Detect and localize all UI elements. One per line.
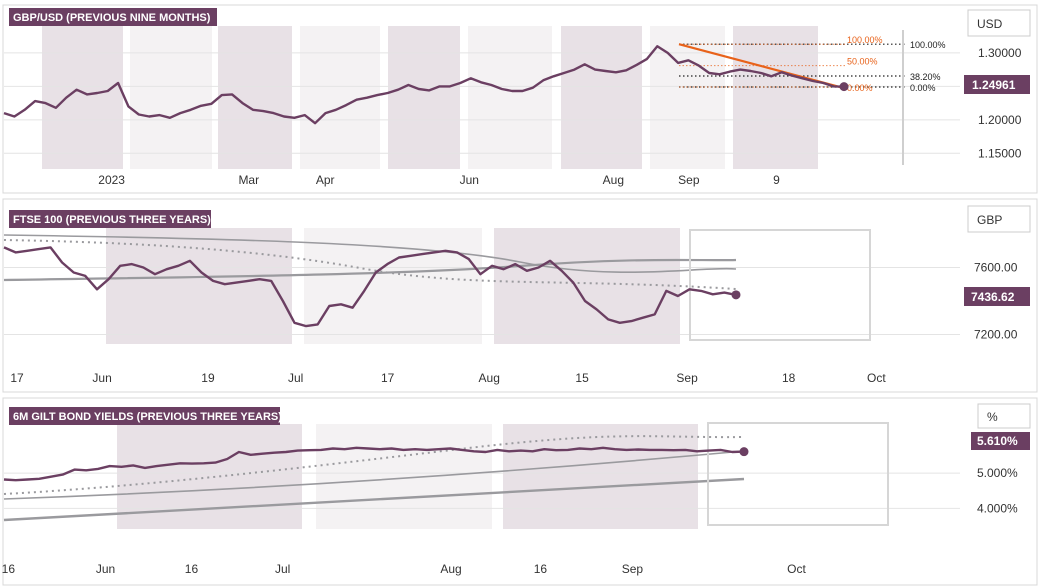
p2-last-point	[731, 290, 741, 300]
p3-shade-band-2	[503, 424, 698, 529]
panel-gilt-unit: %	[987, 410, 998, 424]
panel-ftse-title-tag	[9, 210, 211, 228]
p1-xtick-0: 2023	[98, 173, 125, 187]
p1-xtick-6: 9	[773, 173, 780, 187]
p1-xtick-5: Sep	[678, 173, 700, 187]
panel-ftse-unit: GBP	[977, 213, 1002, 227]
gilt-projection-box	[707, 422, 889, 526]
p2-xtick-7: Sep	[676, 371, 698, 385]
p3-series-line	[3, 446, 745, 482]
p2-xtick-8: 18	[782, 371, 796, 385]
p1-shade-band-5	[468, 26, 552, 169]
p3-xtick-2: 16	[185, 562, 199, 576]
p1-shade-band-2	[218, 26, 292, 169]
p3-last-point	[739, 447, 749, 457]
panel-gilt-title: 6M GILT BOND YIELDS (PREVIOUS THREE YEAR…	[13, 411, 282, 423]
p1-last-point	[839, 82, 849, 92]
p1-shade-band-1	[130, 26, 212, 169]
p2-xtick-5: Aug	[479, 371, 500, 385]
p1-ytick-2: 1.20000	[978, 113, 1022, 127]
gilt-ma-mid	[3, 450, 745, 500]
p2-xtick-2: 19	[201, 371, 215, 385]
panel-ftse-last-value: 7436.62	[971, 290, 1015, 304]
panel-gilt-unit-box	[977, 403, 1031, 429]
panel-ftse-title: FTSE 100 (PREVIOUS THREE YEARS)	[13, 214, 211, 226]
p3-xtick-1: Jun	[96, 562, 115, 576]
p3-ytick-0: 5.000%	[977, 466, 1018, 480]
p1-shade-band-4	[388, 26, 460, 169]
p2-xtick-0: 17	[10, 371, 24, 385]
p3-xtick-5: 16	[534, 562, 548, 576]
p2-shade-band-0	[106, 228, 292, 344]
fib-level-label-1: 38.20%	[910, 72, 941, 82]
panel-gbpusd-unit: USD	[977, 17, 1003, 31]
fib-orange-label-1: 50.00%	[847, 57, 878, 67]
ftse-ma-long	[3, 234, 737, 274]
ftse-ma-mid	[3, 258, 737, 282]
gilt-ma-long	[3, 477, 745, 522]
ftse-projection-box	[689, 229, 871, 341]
panel-gilt-last-value: 5.610%	[977, 434, 1018, 448]
p3-ytick-1: 4.000%	[977, 501, 1018, 515]
panel-ftse-last-tag	[964, 287, 1030, 306]
panel-ftse-unit-box	[967, 205, 1031, 233]
fib-orange-label-2: 0.00%	[847, 83, 873, 93]
panel-gbpusd: 100.00%38.20%0.00%100.00%50.00%0.00% 202…	[2, 4, 1038, 194]
p1-xtick-1: Mar	[238, 173, 259, 187]
p1-series-line	[3, 45, 845, 125]
panel-gbpusd-last-value: 1.24961	[972, 78, 1016, 92]
panel-gilt-title-tag	[9, 407, 280, 425]
p3-shade-band-1	[316, 424, 492, 529]
p1-ytick-3: 1.15000	[978, 146, 1022, 160]
p1-ytick-0: 1.30000	[978, 46, 1022, 60]
fib-orange-label-0: 100.00%	[847, 35, 883, 45]
panel-gilt-last-tag	[971, 432, 1030, 450]
p1-xtick-3: Jun	[460, 173, 479, 187]
p2-shade-band-2	[494, 228, 680, 344]
p1-shade-band-8	[733, 26, 818, 169]
p2-series-line	[3, 246, 737, 328]
p2-xtick-4: 17	[381, 371, 395, 385]
p2-xtick-9: Oct	[867, 371, 886, 385]
p1-shade-band-0	[42, 26, 123, 169]
p3-xtick-7: Oct	[787, 562, 806, 576]
p3-xtick-0: 16	[2, 562, 16, 576]
p2-xtick-6: 15	[575, 371, 589, 385]
fib-level-label-0: 100.00%	[910, 40, 946, 50]
p1-xtick-4: Aug	[603, 173, 624, 187]
p1-xtick-2: Apr	[316, 173, 335, 187]
p1-shade-band-6	[561, 26, 642, 169]
p3-xtick-6: Sep	[622, 562, 644, 576]
p3-xtick-3: Jul	[275, 562, 290, 576]
p2-shade-band-1	[304, 228, 482, 344]
p2-xtick-1: Jun	[92, 371, 111, 385]
panel-gilt: 16 Jun 16 Jul Aug 16 Sep Oct 5.000% 4.000% 6M GI…	[2, 397, 1038, 586]
panel-gbpusd-title-tag	[9, 8, 217, 26]
p3-xtick-4: Aug	[440, 562, 461, 576]
panel-ftse: 17 Jun 19 Jul 17 Aug 15 Sep 18 Oct 7600.00 7200.00…	[2, 198, 1038, 393]
p2-ytick-1: 7200.00	[974, 327, 1018, 341]
p2-xtick-3: Jul	[288, 371, 303, 385]
panel-gbpusd-unit-box	[967, 9, 1031, 37]
panel-gbpusd-last-tag	[964, 75, 1030, 94]
panel-gbpusd-title: GBP/USD (PREVIOUS NINE MONTHS)	[13, 12, 211, 24]
fib-level-label-2: 0.00%	[910, 83, 936, 93]
p2-ytick-0: 7600.00	[974, 260, 1018, 274]
